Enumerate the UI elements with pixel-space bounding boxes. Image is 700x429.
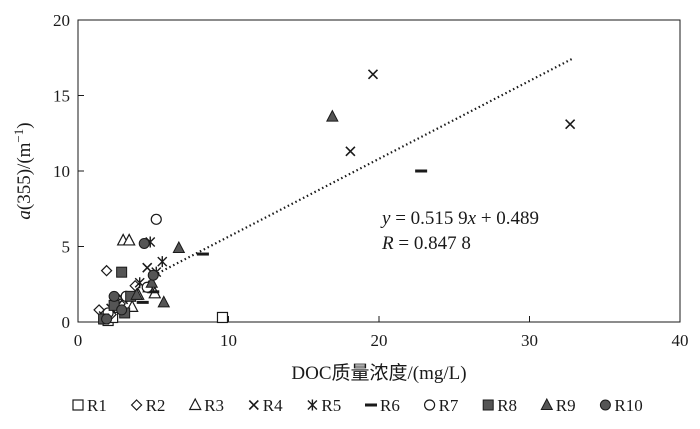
legend-marker-r1 [72, 399, 84, 411]
y-axis-title: a(355)/(m−1) [11, 122, 36, 219]
trendline-path [149, 58, 573, 279]
point-r10 [116, 304, 128, 316]
point-r1 [216, 311, 229, 324]
legend-item-r2: R2 [130, 396, 166, 415]
y-tick-label: 0 [62, 313, 71, 332]
equation-intercept: + 0.489 [476, 208, 539, 229]
x-tick-label: 30 [521, 331, 538, 350]
point-r4 [345, 146, 356, 157]
legend-item-r5: R5 [307, 396, 341, 415]
legend-item-r8: R8 [482, 396, 517, 415]
regression-equation: y = 0.515 9x + 0.489 [380, 208, 539, 229]
x-axis-title: DOC质量浓度/(mg/L) [291, 362, 466, 384]
legend-marker-r5 [307, 399, 318, 411]
x-tick-label: 20 [371, 331, 388, 350]
legend-marker-r8 [482, 399, 494, 411]
plot-frame [77, 19, 681, 323]
y-tick-label: 5 [62, 238, 71, 257]
equation-x: x [467, 208, 477, 229]
legend-marker-r10 [599, 399, 611, 411]
legend-item-r10: R10 [599, 396, 643, 415]
legend: R1 R2 R3 R4 R5 R6 R7 R8 R9 R10 [72, 396, 643, 415]
point-r4 [367, 69, 379, 80]
correlation-r: R [381, 233, 394, 254]
y-tick-label: 10 [53, 162, 70, 181]
y-axis-title-exponent: −1 [11, 129, 26, 143]
legend-label: R10 [614, 396, 642, 415]
point-r9 [172, 240, 186, 254]
legend-label: R1 [87, 396, 107, 415]
x-tick-label: 40 [672, 331, 689, 350]
legend-marker-r7 [424, 399, 436, 411]
legend-label: R8 [497, 396, 517, 415]
y-tick-label: 15 [53, 87, 70, 106]
data-points [93, 69, 576, 327]
legend-item-r1: R1 [72, 396, 107, 415]
legend-marker-r6 [365, 403, 377, 407]
y-tick-label: 20 [53, 11, 70, 30]
point-r2 [100, 264, 113, 277]
correlation-label: R = 0.847 8 [381, 233, 471, 254]
legend-item-r9: R9 [540, 396, 576, 415]
legend-label: R5 [321, 396, 341, 415]
point-r10 [101, 313, 113, 325]
x-tick-label: 10 [220, 331, 237, 350]
legend-marker-r3 [188, 397, 202, 411]
legend-marker-r4 [248, 399, 259, 411]
point-r10 [138, 237, 150, 249]
point-r9 [157, 295, 171, 308]
point-r9 [326, 109, 339, 122]
point-r4 [565, 119, 576, 130]
legend-label: R3 [204, 396, 224, 415]
correlation-value: = 0.847 8 [394, 233, 471, 254]
point-r10 [147, 269, 159, 281]
point-r8 [116, 266, 128, 278]
y-axis: 0 5 10 15 20 [53, 11, 84, 332]
legend-marker-r9 [540, 397, 554, 410]
point-r3 [122, 233, 136, 246]
legend-item-r3: R3 [188, 396, 224, 415]
point-r6 [196, 252, 209, 256]
point-r6 [147, 290, 160, 294]
legend-label: R4 [263, 396, 283, 415]
trendline [149, 58, 573, 279]
legend-label: R9 [556, 396, 576, 415]
point-r7 [150, 213, 162, 225]
x-tick-label: 0 [74, 331, 83, 350]
y-axis-title-close: ) [14, 122, 35, 128]
x-axis: 0 10 20 30 40 [74, 316, 689, 350]
point-r6 [136, 300, 149, 304]
legend-label: R7 [439, 396, 459, 415]
equation-y: y [380, 208, 391, 229]
legend-item-r4: R4 [248, 396, 283, 415]
point-r9 [130, 287, 144, 300]
y-axis-title-prefix: a [14, 210, 35, 220]
legend-marker-r2 [130, 399, 143, 411]
legend-label: R2 [146, 396, 166, 415]
equation-coefficient: = 0.515 9 [390, 208, 467, 229]
legend-label: R6 [380, 396, 400, 415]
legend-item-r6: R6 [365, 396, 400, 415]
point-r10 [108, 290, 120, 302]
point-r5 [157, 256, 168, 268]
point-r9 [145, 275, 159, 288]
point-r6 [415, 169, 428, 173]
y-axis-title-suffix: (355)/(m [14, 142, 35, 210]
legend-item-r7: R7 [424, 396, 459, 415]
